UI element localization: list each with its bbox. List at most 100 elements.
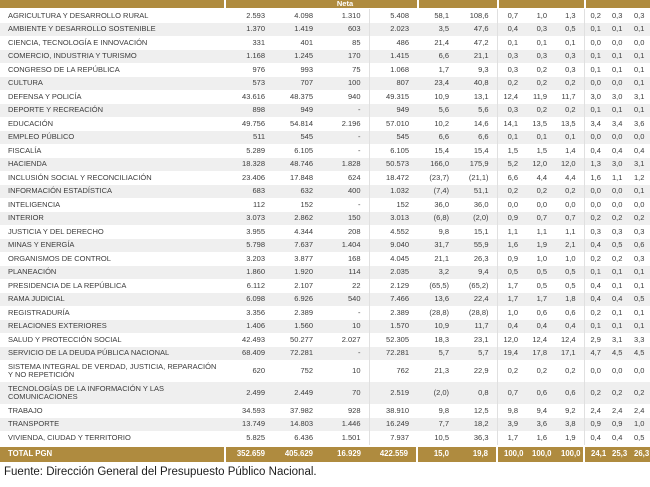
value-cell: 114 <box>321 265 369 279</box>
value-cell: 3,0 <box>606 157 628 171</box>
value-cell: 13.749 <box>225 417 273 431</box>
value-cell: 0,6 <box>628 238 650 252</box>
value-cell: 0,0 <box>612 365 623 375</box>
value-cell: 1,7 <box>438 64 449 74</box>
value-cell: 3.203 <box>246 253 265 263</box>
value-cell: 17.848 <box>290 172 313 182</box>
value-cell: 6,6 <box>417 130 457 144</box>
value-cell: 0,0 <box>583 198 606 212</box>
table-row: TECNOLOGÍAS DE LA INFORMACIÓN Y LAS COMU… <box>0 382 650 404</box>
value-cell: - <box>321 130 369 144</box>
value-cell: 5,7 <box>457 346 497 360</box>
sector-name: REGISTRADURÍA <box>8 307 70 317</box>
value-cell: 5,7 <box>417 346 457 360</box>
value-cell: 5,6 <box>417 103 457 117</box>
value-cell: 1,0 <box>496 306 526 320</box>
value-cell: 0,2 <box>583 382 606 404</box>
value-cell: 70 <box>321 382 369 404</box>
sector-name: VIVIENDA, CIUDAD Y TERRITORIO <box>8 432 131 442</box>
value-cell: 166,0 <box>417 157 457 171</box>
value-cell: 0,2 <box>555 103 584 117</box>
value-cell: 632 <box>273 184 321 198</box>
value-cell: 0,4 <box>612 145 623 155</box>
value-cell: 48.375 <box>290 91 313 101</box>
value-cell: 3,3 <box>628 333 650 347</box>
value-cell: 9,8 <box>438 405 449 415</box>
value-cell: 3,5 <box>417 22 457 36</box>
value-cell: 0,2 <box>583 306 606 320</box>
value-cell: 9,8 <box>438 226 449 236</box>
value-cell: 2.035 <box>368 265 417 279</box>
table-row: FISCALÍA 5.289 6.105 - 6.105 15,4 15,4 1… <box>0 144 650 158</box>
value-cell: 0,7 <box>555 211 584 225</box>
header-group-divider <box>417 0 419 8</box>
value-cell: 112 <box>253 199 265 209</box>
table-row: SISTEMA INTEGRAL DE VERDAD, JUSTICIA, RE… <box>0 360 650 382</box>
sector-name: HACIENDA <box>0 157 225 171</box>
header-column-label: Neta <box>336 0 354 8</box>
value-cell: 15,4 <box>473 145 489 155</box>
sector-name: AGRICULTURA Y DESARROLLO RURAL <box>8 10 149 20</box>
value-cell: 108,6 <box>469 10 489 20</box>
value-cell: 37.982 <box>290 405 313 415</box>
value-cell: 0,2 <box>496 184 526 198</box>
value-cell: 0,0 <box>583 36 606 50</box>
table-row: PRESIDENCIA DE LA REPÚBLICA 6.112 2.107 … <box>0 279 650 293</box>
value-cell: (65,5) <box>429 280 449 290</box>
value-cell: 26,3 <box>473 253 489 263</box>
value-cell: 72.281 <box>273 346 321 360</box>
value-cell: 0,3 <box>496 49 526 63</box>
value-cell: 0,7 <box>496 9 526 23</box>
value-cell: 9,8 <box>496 404 526 418</box>
value-cell: 0,4 <box>526 319 555 333</box>
value-cell: 0,2 <box>496 76 526 90</box>
value-cell: 21,1 <box>434 253 449 263</box>
value-cell: 5.825 <box>246 432 265 442</box>
table-row: RELACIONES EXTERIORES 1.406 1.560 10 1.5… <box>0 319 650 333</box>
value-cell: 624 <box>347 172 361 182</box>
value-cell: 48.746 <box>273 157 321 171</box>
value-cell: 40,8 <box>457 76 497 90</box>
value-cell: 0,0 <box>628 360 650 382</box>
value-cell: 0,8 <box>457 382 497 404</box>
value-cell: 0,4 <box>496 22 526 36</box>
value-cell: 0,1 <box>628 184 650 198</box>
value-cell: 2.593 <box>246 10 265 20</box>
value-cell: 36,0 <box>473 199 489 209</box>
value-cell: 0,1 <box>628 22 650 36</box>
value-cell: 0,2 <box>526 103 555 117</box>
value-cell: (2,0) <box>417 382 457 404</box>
table-row: RAMA JUDICIAL 6.098 6.926 540 7.466 13,6… <box>0 292 650 306</box>
value-cell: 152 <box>368 198 417 212</box>
value-cell: 0,0 <box>583 130 606 144</box>
value-cell: 0,0 <box>612 199 623 209</box>
value-cell: 54.814 <box>290 118 313 128</box>
value-cell: 0,4 <box>606 292 628 306</box>
value-cell: 3,1 <box>628 157 650 171</box>
value-cell: 4.344 <box>294 226 313 236</box>
value-cell: 940 <box>347 91 361 101</box>
total-value-cell: 26,3 <box>628 444 650 462</box>
value-cell: 3.013 <box>368 211 417 225</box>
value-cell: 0,1 <box>496 130 526 144</box>
value-cell: 976 <box>252 64 265 74</box>
sector-name: PRESIDENCIA DE LA REPÚBLICA <box>8 280 127 290</box>
value-cell: 1.370 <box>225 22 273 36</box>
value-cell: 0,0 <box>628 36 650 50</box>
value-cell: 707 <box>273 76 321 90</box>
value-cell: 5,6 <box>457 103 497 117</box>
value-cell: 7.637 <box>273 238 321 252</box>
value-cell: 12,4 <box>561 334 576 344</box>
value-cell: 6,6 <box>457 130 497 144</box>
value-cell: 3,4 <box>583 117 606 131</box>
value-cell: 0,4 <box>496 319 526 333</box>
value-cell: 1.168 <box>225 49 273 63</box>
sector-name: PLANEACIÓN <box>0 265 225 279</box>
value-cell: 1,1 <box>612 172 623 182</box>
value-cell: 2.499 <box>225 382 273 404</box>
value-cell: 47,6 <box>457 22 497 36</box>
value-cell: 1,1 <box>496 225 526 239</box>
table-row: DEPORTE Y RECREACIÓN 898 949 - 949 5,6 5… <box>0 103 650 117</box>
value-cell: 36,0 <box>434 199 449 209</box>
sector-name: INTERIOR <box>0 211 225 225</box>
